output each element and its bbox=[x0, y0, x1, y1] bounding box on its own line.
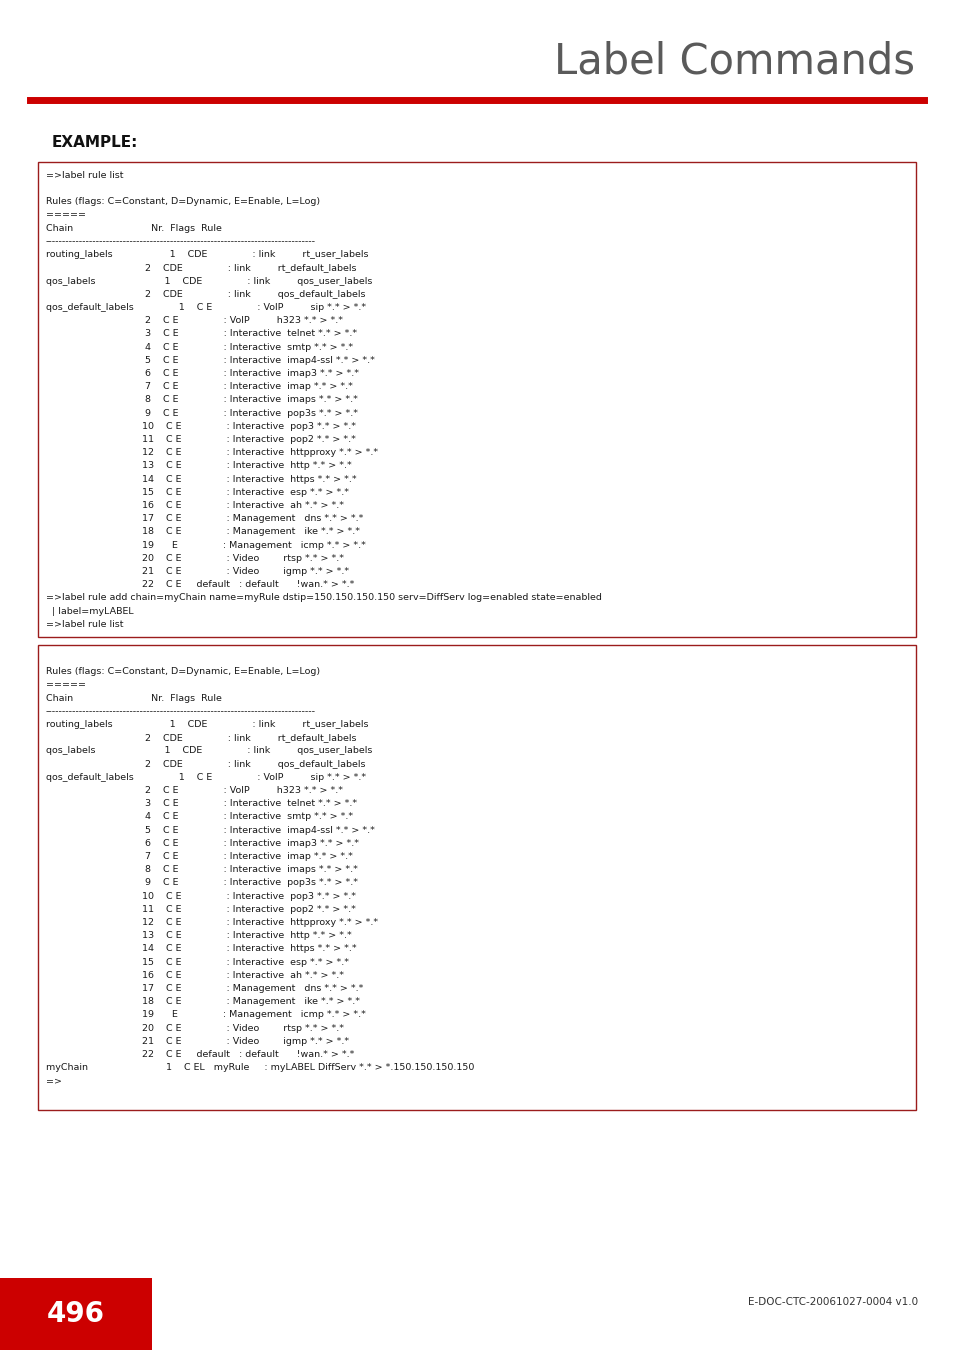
Text: 17    C E               : Management   dns *.* > *.*: 17 C E : Management dns *.* > *.* bbox=[46, 514, 363, 524]
Text: qos_default_labels               1    C E               : VoIP         sip *.* >: qos_default_labels 1 C E : VoIP sip *.* … bbox=[46, 772, 366, 782]
Text: =>label rule add chain=myChain name=myRule dstip=150.150.150.150 serv=DiffServ l: =>label rule add chain=myChain name=myRu… bbox=[46, 594, 601, 602]
Text: 20    C E               : Video        rtsp *.* > *.*: 20 C E : Video rtsp *.* > *.* bbox=[46, 554, 344, 563]
Text: 2    CDE               : link         rt_default_labels: 2 CDE : link rt_default_labels bbox=[46, 263, 356, 273]
Text: 16    C E               : Interactive  ah *.* > *.*: 16 C E : Interactive ah *.* > *.* bbox=[46, 971, 344, 980]
Text: 9    C E               : Interactive  pop3s *.* > *.*: 9 C E : Interactive pop3s *.* > *.* bbox=[46, 409, 357, 417]
Text: 16    C E               : Interactive  ah *.* > *.*: 16 C E : Interactive ah *.* > *.* bbox=[46, 501, 344, 510]
Text: 10    C E               : Interactive  pop3 *.* > *.*: 10 C E : Interactive pop3 *.* > *.* bbox=[46, 421, 355, 431]
Text: 11    C E               : Interactive  pop2 *.* > *.*: 11 C E : Interactive pop2 *.* > *.* bbox=[46, 904, 355, 914]
Text: 6    C E               : Interactive  imap3 *.* > *.*: 6 C E : Interactive imap3 *.* > *.* bbox=[46, 838, 358, 848]
Text: 14    C E               : Interactive  https *.* > *.*: 14 C E : Interactive https *.* > *.* bbox=[46, 475, 356, 483]
Text: 15    C E               : Interactive  esp *.* > *.*: 15 C E : Interactive esp *.* > *.* bbox=[46, 957, 349, 967]
Text: 13    C E               : Interactive  http *.* > *.*: 13 C E : Interactive http *.* > *.* bbox=[46, 462, 352, 470]
Text: 13    C E               : Interactive  http *.* > *.*: 13 C E : Interactive http *.* > *.* bbox=[46, 931, 352, 940]
Text: --------------------------------------------------------------------------------: ----------------------------------------… bbox=[46, 707, 315, 716]
Text: 19      E               : Management   icmp *.* > *.*: 19 E : Management icmp *.* > *.* bbox=[46, 540, 366, 549]
Text: 2    CDE               : link         qos_default_labels: 2 CDE : link qos_default_labels bbox=[46, 760, 365, 768]
Text: 12    C E               : Interactive  httpproxy *.* > *.*: 12 C E : Interactive httpproxy *.* > *.* bbox=[46, 448, 377, 458]
Text: 8    C E               : Interactive  imaps *.* > *.*: 8 C E : Interactive imaps *.* > *.* bbox=[46, 865, 357, 875]
Text: 9    C E               : Interactive  pop3s *.* > *.*: 9 C E : Interactive pop3s *.* > *.* bbox=[46, 879, 357, 887]
Text: 12    C E               : Interactive  httpproxy *.* > *.*: 12 C E : Interactive httpproxy *.* > *.* bbox=[46, 918, 377, 927]
Text: 17    C E               : Management   dns *.* > *.*: 17 C E : Management dns *.* > *.* bbox=[46, 984, 363, 994]
Text: 5    C E               : Interactive  imap4-ssl *.* > *.*: 5 C E : Interactive imap4-ssl *.* > *.* bbox=[46, 356, 375, 365]
Text: 21    C E               : Video        igmp *.* > *.*: 21 C E : Video igmp *.* > *.* bbox=[46, 567, 349, 576]
Text: | label=myLABEL: | label=myLABEL bbox=[46, 606, 133, 616]
Text: routing_labels                   1    CDE               : link         rt_user_l: routing_labels 1 CDE : link rt_user_l bbox=[46, 250, 368, 259]
Text: 18    C E               : Management   ike *.* > *.*: 18 C E : Management ike *.* > *.* bbox=[46, 528, 359, 536]
Text: EXAMPLE:: EXAMPLE: bbox=[52, 135, 138, 150]
Text: qos_labels                       1    CDE               : link         qos_user_: qos_labels 1 CDE : link qos_user_ bbox=[46, 277, 372, 286]
Text: 2    C E               : VoIP         h323 *.* > *.*: 2 C E : VoIP h323 *.* > *.* bbox=[46, 316, 343, 325]
Text: Rules (flags: C=Constant, D=Dynamic, E=Enable, L=Log): Rules (flags: C=Constant, D=Dynamic, E=E… bbox=[46, 667, 320, 676]
Text: routing_labels                   1    CDE               : link         rt_user_l: routing_labels 1 CDE : link rt_user_l bbox=[46, 720, 368, 729]
Text: 8    C E               : Interactive  imaps *.* > *.*: 8 C E : Interactive imaps *.* > *.* bbox=[46, 396, 357, 405]
Text: 14    C E               : Interactive  https *.* > *.*: 14 C E : Interactive https *.* > *.* bbox=[46, 945, 356, 953]
Text: 2    CDE               : link         rt_default_labels: 2 CDE : link rt_default_labels bbox=[46, 733, 356, 743]
Text: E-DOC-CTC-20061027-0004 v1.0: E-DOC-CTC-20061027-0004 v1.0 bbox=[747, 1297, 917, 1307]
Text: 19      E               : Management   icmp *.* > *.*: 19 E : Management icmp *.* > *.* bbox=[46, 1010, 366, 1019]
Text: 20    C E               : Video        rtsp *.* > *.*: 20 C E : Video rtsp *.* > *.* bbox=[46, 1023, 344, 1033]
Text: qos_default_labels               1    C E               : VoIP         sip *.* >: qos_default_labels 1 C E : VoIP sip *.* … bbox=[46, 302, 366, 312]
Text: 4    C E               : Interactive  smtp *.* > *.*: 4 C E : Interactive smtp *.* > *.* bbox=[46, 813, 353, 821]
Bar bbox=[38, 162, 915, 637]
Text: =====: ===== bbox=[46, 211, 86, 220]
Text: 7    C E               : Interactive  imap *.* > *.*: 7 C E : Interactive imap *.* > *.* bbox=[46, 852, 353, 861]
Bar bbox=[38, 645, 915, 1110]
Text: --------------------------------------------------------------------------------: ----------------------------------------… bbox=[46, 238, 315, 246]
Text: 2    CDE               : link         qos_default_labels: 2 CDE : link qos_default_labels bbox=[46, 290, 365, 298]
Text: qos_labels                       1    CDE               : link         qos_user_: qos_labels 1 CDE : link qos_user_ bbox=[46, 747, 372, 756]
Text: 4    C E               : Interactive  smtp *.* > *.*: 4 C E : Interactive smtp *.* > *.* bbox=[46, 343, 353, 351]
Text: Label Commands: Label Commands bbox=[554, 40, 914, 82]
Text: 11    C E               : Interactive  pop2 *.* > *.*: 11 C E : Interactive pop2 *.* > *.* bbox=[46, 435, 355, 444]
Text: 3    C E               : Interactive  telnet *.* > *.*: 3 C E : Interactive telnet *.* > *.* bbox=[46, 799, 356, 809]
Text: myChain                          1    C EL   myRule     : myLABEL DiffServ *.* >: myChain 1 C EL myRule : myLABEL DiffServ… bbox=[46, 1064, 474, 1072]
Text: =>: => bbox=[46, 1076, 62, 1085]
Text: 18    C E               : Management   ike *.* > *.*: 18 C E : Management ike *.* > *.* bbox=[46, 998, 359, 1006]
Text: Chain                          Nr.  Flags  Rule: Chain Nr. Flags Rule bbox=[46, 694, 222, 702]
Text: 7    C E               : Interactive  imap *.* > *.*: 7 C E : Interactive imap *.* > *.* bbox=[46, 382, 353, 391]
Text: 22    C E     default   : default      !wan.* > *.*: 22 C E default : default !wan.* > *.* bbox=[46, 580, 354, 589]
Text: 5    C E               : Interactive  imap4-ssl *.* > *.*: 5 C E : Interactive imap4-ssl *.* > *.* bbox=[46, 826, 375, 834]
Text: 3    C E               : Interactive  telnet *.* > *.*: 3 C E : Interactive telnet *.* > *.* bbox=[46, 329, 356, 339]
Text: Chain                          Nr.  Flags  Rule: Chain Nr. Flags Rule bbox=[46, 224, 222, 232]
Text: =>label rule list: =>label rule list bbox=[46, 171, 123, 180]
Text: 496: 496 bbox=[47, 1300, 105, 1328]
Text: =>label rule list: =>label rule list bbox=[46, 620, 123, 629]
Text: 6    C E               : Interactive  imap3 *.* > *.*: 6 C E : Interactive imap3 *.* > *.* bbox=[46, 369, 358, 378]
Text: =====: ===== bbox=[46, 680, 86, 690]
Text: 15    C E               : Interactive  esp *.* > *.*: 15 C E : Interactive esp *.* > *.* bbox=[46, 487, 349, 497]
Text: Rules (flags: C=Constant, D=Dynamic, E=Enable, L=Log): Rules (flags: C=Constant, D=Dynamic, E=E… bbox=[46, 197, 320, 207]
Bar bbox=[0, 1278, 152, 1350]
Text: 2    C E               : VoIP         h323 *.* > *.*: 2 C E : VoIP h323 *.* > *.* bbox=[46, 786, 343, 795]
Text: 21    C E               : Video        igmp *.* > *.*: 21 C E : Video igmp *.* > *.* bbox=[46, 1037, 349, 1046]
Text: 22    C E     default   : default      !wan.* > *.*: 22 C E default : default !wan.* > *.* bbox=[46, 1050, 354, 1058]
Text: 10    C E               : Interactive  pop3 *.* > *.*: 10 C E : Interactive pop3 *.* > *.* bbox=[46, 891, 355, 900]
